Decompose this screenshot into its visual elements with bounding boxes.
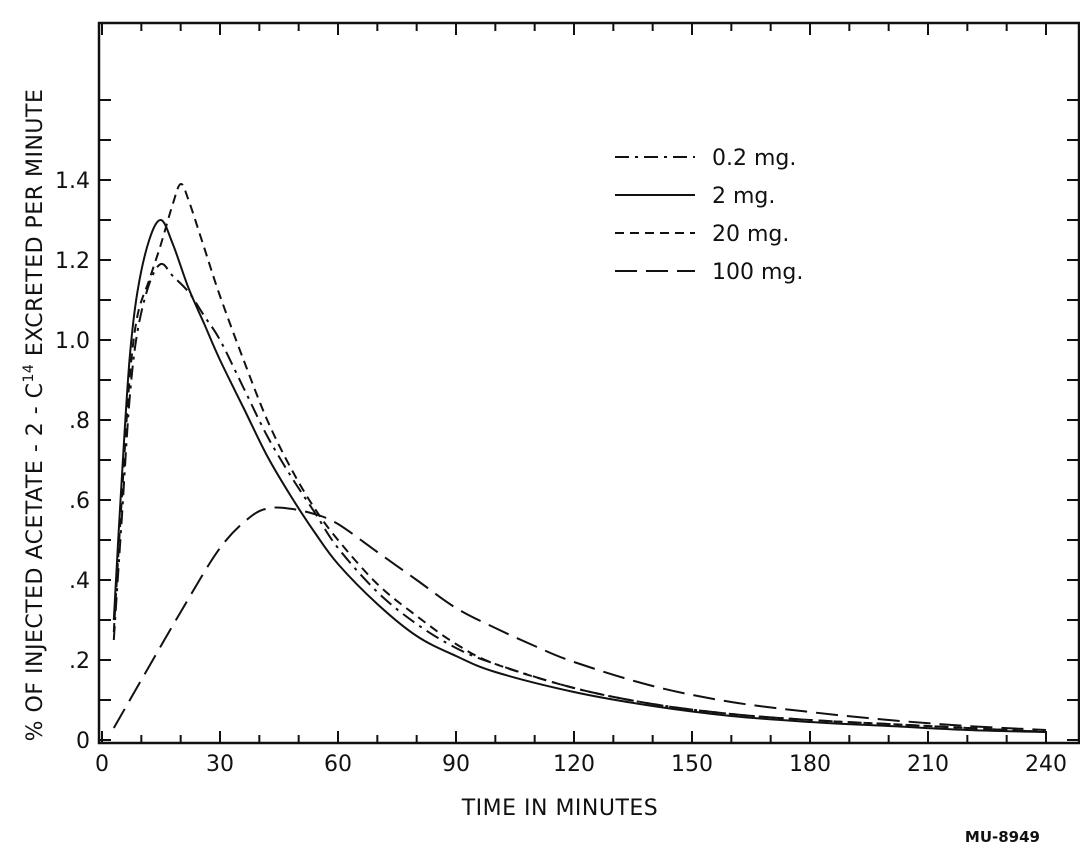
x-tick-labels: 0 30 60 90 120 150 180 210 240 (95, 752, 1067, 777)
x-tick-label: 120 (553, 752, 595, 777)
x-ticks (101, 23, 1047, 743)
x-tick-label: 240 (1025, 752, 1067, 777)
y-tick-label: .8 (69, 409, 90, 434)
plot-frame (97, 21, 1080, 745)
reference-number: MU-8949 (965, 828, 1040, 846)
legend: 0.2 mg. 2 mg. 20 mg. 100 mg. (615, 146, 803, 285)
series-line-0-2-mg (112, 262, 1047, 733)
x-tick-label: 180 (789, 752, 831, 777)
y-tick-label: .4 (69, 569, 90, 594)
y-tick-label: .2 (69, 649, 90, 674)
y-axis-title: % OF INJECTED ACETATE - 2 - C14 EXCRETED… (21, 89, 48, 742)
y-tick-label: 1.2 (55, 249, 90, 274)
series-line-20-mg (112, 182, 1047, 733)
x-tick-label: 150 (671, 752, 713, 777)
series-group (112, 182, 1047, 733)
y-axis-title-main: % OF INJECTED ACETATE - 2 - C (23, 382, 48, 741)
y-tick-label: 0 (76, 729, 90, 754)
y-axis-title-superscript: 14 (21, 364, 37, 383)
legend-label: 2 mg. (712, 184, 775, 209)
y-axis-title-rest: EXCRETED PER MINUTE (23, 89, 48, 364)
y-tick-labels: 0 .2 .4 .6 .8 1.0 1.2 1.4 (55, 169, 90, 754)
x-tick-label: 210 (907, 752, 949, 777)
x-tick-label: 60 (324, 752, 352, 777)
series-line-100-mg (112, 506, 1047, 731)
y-tick-label: .6 (69, 489, 90, 514)
legend-label: 0.2 mg. (712, 146, 796, 171)
legend-label: 20 mg. (712, 222, 789, 247)
legend-label: 100 mg. (712, 260, 803, 285)
x-tick-label: 90 (442, 752, 470, 777)
x-tick-label: 30 (206, 752, 234, 777)
y-tick-label: 1.4 (55, 169, 90, 194)
series-line-2-mg (112, 219, 1047, 733)
x-tick-label: 0 (95, 752, 109, 777)
x-axis-title: TIME IN MINUTES (461, 796, 659, 821)
y-tick-label: 1.0 (55, 329, 90, 354)
y-ticks (99, 99, 1079, 741)
